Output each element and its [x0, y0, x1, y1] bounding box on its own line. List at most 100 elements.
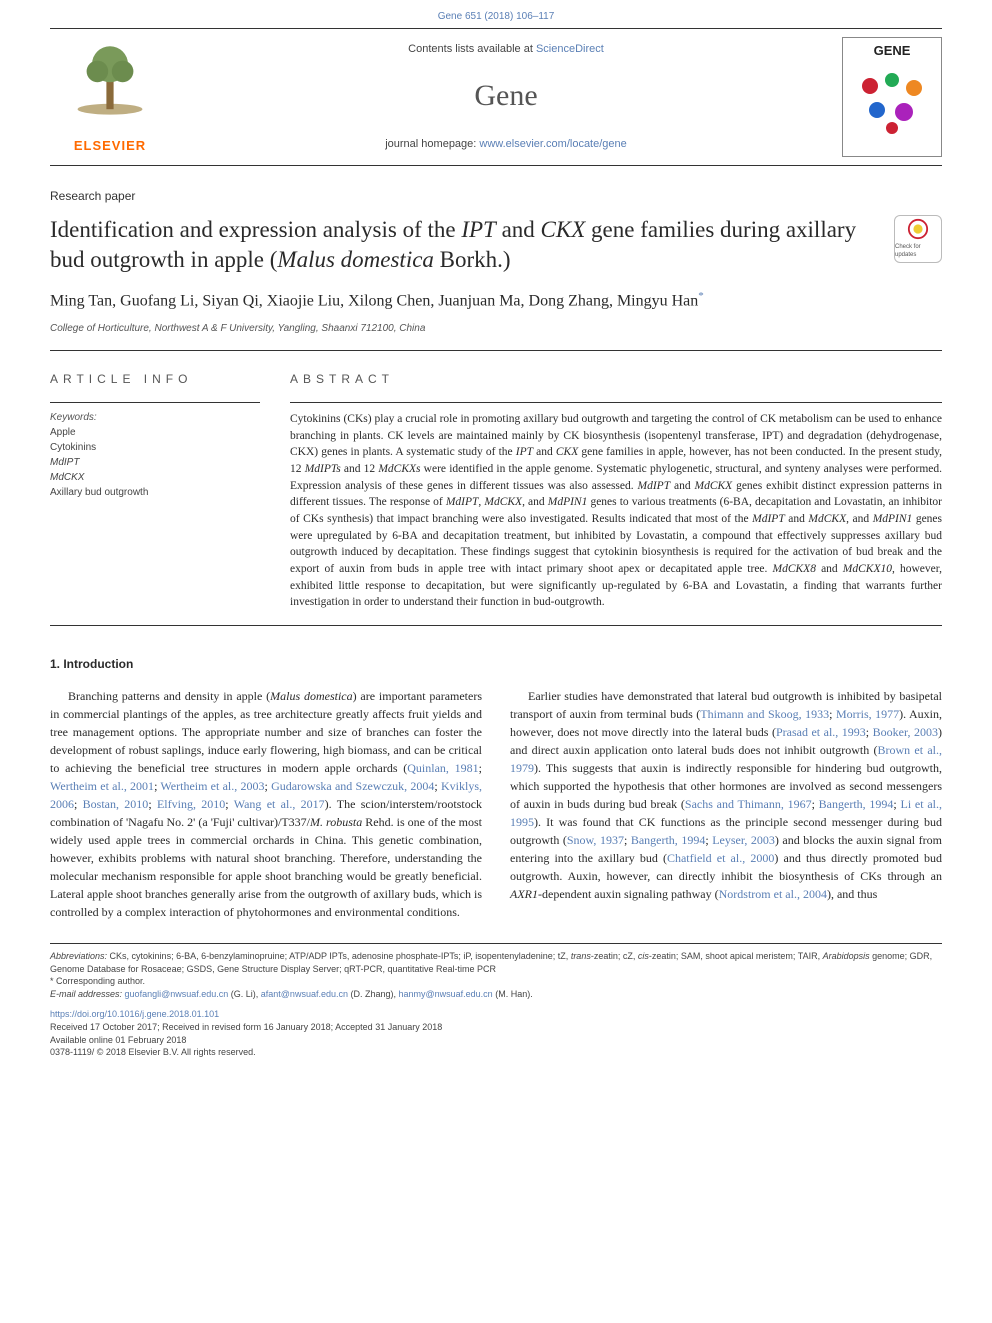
citation-link[interactable]: Booker, 2003 — [873, 725, 938, 739]
citation-link[interactable]: Quinlan, 1981 — [407, 761, 478, 775]
citation-link[interactable]: Bostan, 2010 — [83, 797, 149, 811]
abs-frag: MdCKX8 — [773, 563, 816, 575]
email-list: guofangli@nwsuaf.edu.cn (G. Li), afant@n… — [125, 989, 533, 999]
abstract-col: ABSTRACT Cytokinins (CKs) play a crucial… — [290, 371, 942, 611]
introduction-section: 1. Introduction Branching patterns and d… — [50, 656, 942, 921]
divider — [290, 402, 942, 403]
abs-frag: MdPIN1 — [548, 496, 588, 508]
keywords-label: Keywords: — [50, 411, 260, 425]
email-link[interactable]: hanmy@nwsuaf.edu.cn — [399, 989, 493, 999]
citation-link[interactable]: Wertheim et al., 2003 — [160, 779, 264, 793]
title-frag: Malus domestica — [277, 247, 434, 272]
citation-link[interactable]: Sachs and Thimann, 1967 — [685, 797, 812, 811]
abs-frag: and 12 — [341, 463, 379, 475]
abs-frag: and — [816, 563, 843, 575]
body-columns: Branching patterns and density in apple … — [50, 687, 942, 921]
abs-frag: , and — [846, 513, 873, 525]
article-info-heading: ARTICLE INFO — [50, 371, 260, 388]
journal-homepage-line: journal homepage: www.elsevier.com/locat… — [170, 137, 842, 152]
citation-link[interactable]: Morris, 1977 — [836, 707, 899, 721]
body-paragraph: Branching patterns and density in apple … — [50, 687, 482, 921]
citation-link[interactable]: Elfving, 2010 — [157, 797, 225, 811]
divider — [50, 350, 942, 351]
article-type: Research paper — [50, 188, 942, 205]
keyword: MdIPT — [50, 455, 260, 470]
email-line: E-mail addresses: guofangli@nwsuaf.edu.c… — [50, 988, 942, 1001]
abs-frag: MdPIN1 — [873, 513, 913, 525]
authors-text: Ming Tan, Guofang Li, Siyan Qi, Xiaojie … — [50, 292, 698, 309]
citation-link[interactable]: Nordstrom et al., 2004 — [719, 887, 827, 901]
publisher-block: ELSEVIER — [50, 39, 170, 154]
citation-link[interactable]: Bangerth, 1994 — [631, 833, 706, 847]
doi-link[interactable]: https://doi.org/10.1016/j.gene.2018.01.1… — [50, 1009, 219, 1019]
abs-frag: MdIPTs — [305, 463, 341, 475]
citation-link[interactable]: Prasad et al., 1993 — [776, 725, 866, 739]
publisher-label: ELSEVIER — [50, 137, 170, 155]
abstract-text: Cytokinins (CKs) play a crucial role in … — [290, 411, 942, 611]
copyright-line: 0378-1119/ © 2018 Elsevier B.V. All righ… — [50, 1046, 942, 1077]
abs-frag: MdIPT — [752, 513, 785, 525]
abs-frag: , and — [522, 496, 548, 508]
abbr-frag: CKs, cytokinins; 6-BA, 6-benzylaminoprui… — [107, 951, 571, 961]
sciencedirect-link[interactable]: ScienceDirect — [536, 43, 604, 55]
citation-link[interactable]: Leyser, 2003 — [712, 833, 775, 847]
citation-link[interactable]: Chatfield et al., 2000 — [667, 851, 774, 865]
info-abstract-row: ARTICLE INFO Keywords: AppleCytokininsMd… — [50, 371, 942, 611]
corresponding-author-line: * Corresponding author. — [50, 975, 942, 988]
citation-link[interactable]: Bangerth, 1994 — [819, 797, 894, 811]
doi-line: https://doi.org/10.1016/j.gene.2018.01.1… — [50, 1008, 942, 1021]
abs-frag: and — [533, 446, 556, 458]
crossmark-badge[interactable]: Check for updates — [894, 215, 942, 263]
authors-line: Ming Tan, Guofang Li, Siyan Qi, Xiaojie … — [50, 289, 942, 313]
corresponding-marker: * — [698, 290, 704, 302]
citation-link[interactable]: Wertheim et al., 2001 — [50, 779, 154, 793]
abbr-label: Abbreviations: — [50, 951, 107, 961]
homepage-prefix: journal homepage: — [385, 138, 479, 150]
journal-title: Gene — [170, 75, 842, 117]
email-link[interactable]: afant@nwsuaf.edu.cn — [261, 989, 348, 999]
abs-frag: and — [785, 513, 809, 525]
email-label: E-mail addresses: — [50, 989, 122, 999]
abbr-frag: cis — [638, 951, 649, 961]
homepage-link[interactable]: www.elsevier.com/locate/gene — [479, 138, 626, 150]
article-title: Identification and expression analysis o… — [50, 215, 874, 275]
abbr-frag: trans — [571, 951, 591, 961]
citation-link[interactable]: Snow, 1937 — [567, 833, 624, 847]
history-line: Received 17 October 2017; Received in re… — [50, 1021, 942, 1034]
divider — [50, 625, 942, 626]
masthead: ELSEVIER Contents lists available at Sci… — [50, 28, 942, 166]
abs-frag: MdCKX — [808, 513, 846, 525]
citation-link[interactable]: Gudarowska and Szewczuk, 2004 — [271, 779, 434, 793]
email-link[interactable]: guofangli@nwsuaf.edu.cn — [125, 989, 229, 999]
section-heading: 1. Introduction — [50, 656, 942, 673]
citation-link[interactable]: Wang et al., 2017 — [234, 797, 325, 811]
citation-link[interactable]: Brown et al., 1979 — [510, 743, 942, 775]
title-frag: CKX — [541, 217, 586, 242]
footnotes: Abbreviations: CKs, cytokinins; 6-BA, 6-… — [50, 943, 942, 1000]
keyword: Apple — [50, 425, 260, 440]
contents-available-line: Contents lists available at ScienceDirec… — [170, 42, 842, 57]
keywords-list: AppleCytokininsMdIPTMdCKXAxillary bud ou… — [50, 425, 260, 500]
abbr-frag: -zeatin; SAM, shoot apical meristem; TAI… — [649, 951, 823, 961]
abs-frag: IPT — [516, 446, 533, 458]
abs-frag: and — [670, 480, 694, 492]
abstract-heading: ABSTRACT — [290, 371, 942, 388]
affiliation: College of Horticulture, Northwest A & F… — [50, 322, 942, 336]
elsevier-tree-icon — [65, 39, 155, 129]
contents-prefix: Contents lists available at — [408, 43, 536, 55]
abs-frag: MdCKXs — [378, 463, 420, 475]
available-online-line: Available online 01 February 2018 — [50, 1034, 942, 1047]
title-frag: Borkh.) — [434, 247, 511, 272]
divider — [50, 402, 260, 403]
title-frag: IPT — [461, 217, 496, 242]
abs-frag: MdCKX10 — [843, 563, 892, 575]
article-header: Research paper Identification and expres… — [50, 188, 942, 336]
email-name: (G. Li), — [228, 989, 261, 999]
abs-frag: MdCKX — [694, 480, 732, 492]
abbr-frag: Arabidopsis — [823, 951, 870, 961]
abs-frag: MdIPT — [446, 496, 479, 508]
cover-art-icon — [852, 68, 932, 138]
running-header: Gene 651 (2018) 106–117 — [0, 0, 992, 28]
title-frag: and — [496, 217, 541, 242]
citation-link[interactable]: Thimann and Skoog, 1933 — [700, 707, 829, 721]
